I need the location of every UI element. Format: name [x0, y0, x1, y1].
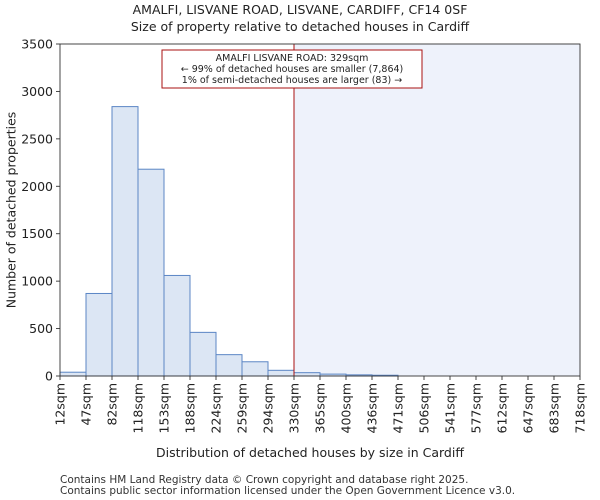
x-tick-label: 330sqm [287, 383, 302, 433]
bar-82sqm [111, 106, 139, 377]
x-tick-label: 294sqm [261, 383, 276, 433]
x-axis-label: Distribution of detached houses by size … [156, 445, 464, 460]
x-tick-label: 82sqm [105, 383, 120, 426]
x-tick-label: 683sqm [547, 383, 562, 433]
x-tick-label: 541sqm [443, 383, 458, 433]
y-axis-label: Number of detached properties [4, 112, 19, 309]
x-tick-label: 577sqm [469, 383, 484, 433]
bar-259sqm [241, 361, 269, 377]
y-tick-label: 3000 [21, 84, 53, 99]
y-tick-label: 2500 [21, 131, 53, 146]
x-tick-label: 153sqm [157, 383, 172, 433]
y-tick-label: 0 [45, 369, 53, 384]
bar-294sqm [267, 369, 295, 377]
y-tick-label: 500 [29, 321, 53, 336]
bar-188sqm [189, 331, 217, 377]
x-tick-label: 647sqm [521, 383, 536, 433]
chart-subtitle: Size of property relative to detached ho… [130, 19, 470, 34]
x-tick-label: 471sqm [391, 383, 406, 433]
property-annotation: AMALFI LISVANE ROAD: 329sqm ← 99% of det… [161, 49, 423, 89]
annotation-box [161, 49, 423, 89]
bar-330sqm [293, 372, 321, 377]
annotation-line-3: 1% of semi-detached houses are larger (8… [182, 75, 402, 86]
y-axis: 0 500 1000 1500 2000 2500 3000 3500 [21, 37, 60, 384]
x-axis: 12sqm 47sqm 82sqm 118sqm 153sqm 188sqm 224sqm 2… [53, 376, 588, 433]
x-tick-label: 436sqm [365, 383, 380, 433]
x-tick-label: 612sqm [495, 383, 510, 433]
y-tick-label: 1000 [21, 274, 53, 289]
x-tick-label: 718sqm [573, 383, 588, 433]
x-tick-label: 506sqm [417, 383, 432, 433]
y-tick-label: 3500 [21, 37, 53, 52]
y-tick-label: 2000 [21, 179, 53, 194]
x-tick-label: 224sqm [209, 383, 224, 433]
annotation-line-1: AMALFI LISVANE ROAD: 329sqm [216, 53, 369, 64]
x-tick-label: 118sqm [131, 383, 146, 433]
bar-118sqm [137, 168, 165, 377]
annotation-line-2: ← 99% of detached houses are smaller (7,… [181, 64, 404, 75]
footer-copyright: Contains HM Land Registry data © Crown c… [60, 474, 469, 486]
y-tick-label: 1500 [21, 226, 53, 241]
x-tick-label: 47sqm [79, 383, 94, 426]
bar-47sqm [85, 292, 113, 377]
bar-153sqm [163, 274, 191, 377]
x-tick-label: 188sqm [183, 383, 198, 433]
above-property-region [294, 44, 580, 376]
x-tick-label: 12sqm [53, 383, 68, 426]
footer-licence: Contains public sector information licen… [60, 485, 516, 497]
bar-12sqm [59, 371, 87, 377]
bar-224sqm [215, 354, 243, 377]
x-tick-label: 400sqm [339, 383, 354, 433]
x-tick-label: 365sqm [313, 383, 328, 433]
x-tick-label: 259sqm [235, 383, 250, 433]
bars-layer [59, 106, 399, 377]
chart-title-address: AMALFI, LISVANE ROAD, LISVANE, CARDIFF, … [132, 2, 468, 17]
